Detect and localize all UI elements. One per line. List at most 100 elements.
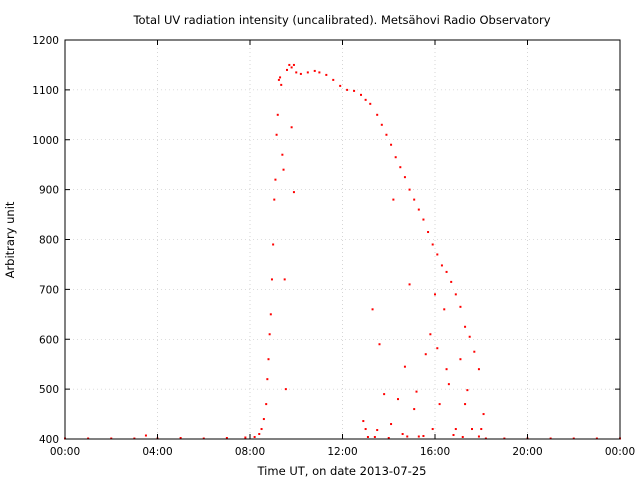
data-point: [280, 83, 283, 86]
data-point: [454, 428, 457, 431]
data-point: [325, 73, 328, 76]
data-point: [466, 389, 469, 392]
data-point: [415, 390, 418, 393]
data-point: [459, 358, 462, 361]
data-point: [459, 305, 462, 308]
data-point: [427, 231, 430, 234]
data-point: [436, 347, 439, 350]
data-point: [270, 278, 273, 281]
data-point: [440, 264, 443, 267]
x-tick-label: 04:00: [142, 446, 172, 458]
data-point: [390, 143, 393, 146]
data-point: [272, 243, 275, 246]
data-point: [443, 308, 446, 311]
x-tick-label: 16:00: [420, 446, 450, 458]
data-point: [464, 325, 467, 328]
chart-title: Total UV radiation intensity (uncalibrat…: [132, 13, 550, 27]
data-point: [362, 420, 365, 423]
data-point: [461, 436, 464, 439]
data-point: [292, 191, 295, 194]
x-tick-label: 00:00: [605, 446, 635, 458]
data-point: [279, 76, 282, 79]
data-point: [274, 178, 277, 181]
data-point: [464, 403, 467, 406]
data-point: [376, 113, 379, 116]
data-point: [144, 434, 147, 437]
data-point: [265, 403, 268, 406]
data-point: [392, 198, 395, 201]
data-point: [346, 88, 349, 91]
data-point: [471, 428, 473, 431]
data-point: [282, 168, 285, 171]
data-point: [339, 84, 342, 87]
data-point: [295, 71, 298, 74]
data-point: [290, 126, 293, 129]
data-point: [268, 333, 271, 336]
y-tick-label: 1200: [32, 35, 59, 47]
data-point: [360, 93, 362, 96]
data-point: [431, 428, 434, 431]
x-tick-label: 12:00: [327, 446, 357, 458]
plot-frame: [64, 39, 621, 440]
data-point: [399, 166, 402, 169]
data-point: [371, 308, 374, 311]
data-point: [468, 335, 471, 338]
data-point: [380, 123, 383, 126]
data-point: [353, 89, 356, 92]
data-point: [364, 98, 367, 101]
data-point: [385, 133, 388, 136]
data-point: [318, 71, 321, 74]
data-point: [383, 393, 386, 396]
data-point: [225, 437, 228, 440]
data-point: [275, 133, 278, 136]
data-point: [477, 435, 480, 438]
x-tick-label: 20:00: [512, 446, 542, 458]
data-point: [373, 436, 376, 439]
data-point: [429, 333, 432, 336]
data-point: [408, 188, 411, 191]
data-point: [313, 69, 316, 72]
data-point: [422, 435, 425, 438]
y-tick-label: 500: [39, 384, 59, 396]
data-point: [269, 313, 272, 316]
data-point: [413, 408, 416, 411]
data-point: [438, 403, 441, 406]
data-point: [424, 353, 427, 356]
data-point: [422, 218, 425, 221]
data-point: [408, 283, 411, 286]
data-point: [281, 153, 284, 156]
y-tick-label: 600: [39, 334, 59, 346]
data-point: [273, 198, 276, 201]
data-point: [401, 433, 404, 436]
data-point: [431, 243, 434, 246]
y-tick-label: 1000: [32, 135, 59, 147]
data-point: [277, 78, 280, 81]
data-point: [286, 68, 288, 71]
data-point: [376, 429, 379, 432]
data-point: [403, 176, 406, 179]
data-point: [447, 383, 450, 386]
data-point: [445, 368, 448, 371]
y-tick-label: 900: [39, 185, 59, 197]
data-point: [378, 343, 381, 346]
data-point: [260, 428, 263, 431]
data-point: [394, 156, 397, 159]
data-point: [417, 435, 420, 438]
y-tick-label: 700: [39, 284, 59, 296]
data-point: [267, 358, 270, 361]
data-point: [266, 378, 269, 381]
data-point: [276, 113, 279, 116]
data-point: [283, 278, 286, 281]
data-point: [244, 436, 247, 439]
x-axis-label: Time UT, on date 2013-07-25: [257, 464, 427, 478]
data-point: [406, 435, 409, 438]
data-point: [403, 365, 406, 368]
data-point: [179, 437, 182, 440]
data-point: [445, 270, 448, 273]
data-point: [480, 428, 483, 431]
data-point: [417, 208, 420, 211]
y-tick-label: 800: [39, 235, 59, 247]
data-point: [482, 413, 485, 416]
